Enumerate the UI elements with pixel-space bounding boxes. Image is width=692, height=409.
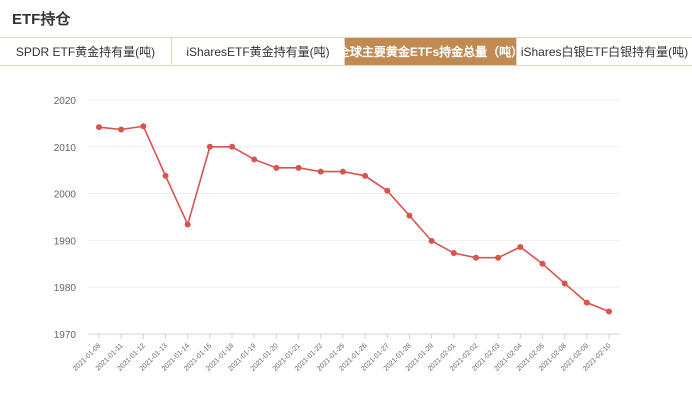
line-chart: 1970198019902000201020202021-01-082021-0… (54, 96, 620, 373)
y-tick-label: 2020 (54, 96, 77, 107)
data-point (96, 124, 102, 131)
data-point (583, 299, 590, 306)
section-header: ETF持仓 (0, 0, 692, 37)
data-point (450, 250, 457, 257)
data-point (384, 187, 391, 194)
data-point (251, 156, 258, 163)
tab-ishares-silver[interactable]: iShares白银ETF白银持有量(吨) (517, 38, 692, 65)
data-point (162, 172, 169, 179)
section-title: ETF持仓 (12, 11, 71, 28)
data-point (118, 126, 125, 133)
data-point (273, 164, 280, 171)
data-point (206, 143, 213, 150)
data-point (606, 308, 612, 315)
data-point (472, 254, 479, 261)
series-line (98, 125, 610, 313)
data-point (229, 143, 236, 150)
data-point (339, 168, 346, 175)
y-tick-label: 1980 (54, 283, 77, 294)
data-point (362, 172, 369, 179)
y-tick-label: 1970 (54, 330, 77, 341)
data-point (140, 123, 147, 130)
tab-spdr-gold[interactable]: SPDR ETF黄金持有量(吨) (0, 38, 172, 65)
data-point (428, 237, 435, 244)
y-tick-label: 2010 (54, 143, 77, 154)
tab-bar: SPDR ETF黄金持有量(吨) iSharesETF黄金持有量(吨) 全球主要… (0, 37, 692, 66)
data-point (184, 221, 191, 228)
y-tick-label: 1990 (54, 236, 77, 247)
data-point (495, 254, 502, 261)
data-point (539, 260, 546, 267)
data-point (517, 243, 524, 250)
data-point (406, 212, 413, 219)
y-tick-label: 2000 (54, 190, 77, 201)
data-point (295, 164, 302, 171)
data-point (317, 168, 324, 175)
tab-global-gold-etfs[interactable]: 全球主要黄金ETFs持金总量（吨） (338, 38, 523, 65)
tab-ishares-gold[interactable]: iSharesETF黄金持有量(吨) (172, 38, 345, 65)
data-point (561, 280, 568, 287)
chart-container: 1970 1980 1990 2000 2010 2020 2021-01-08 2021-0… (0, 66, 692, 409)
